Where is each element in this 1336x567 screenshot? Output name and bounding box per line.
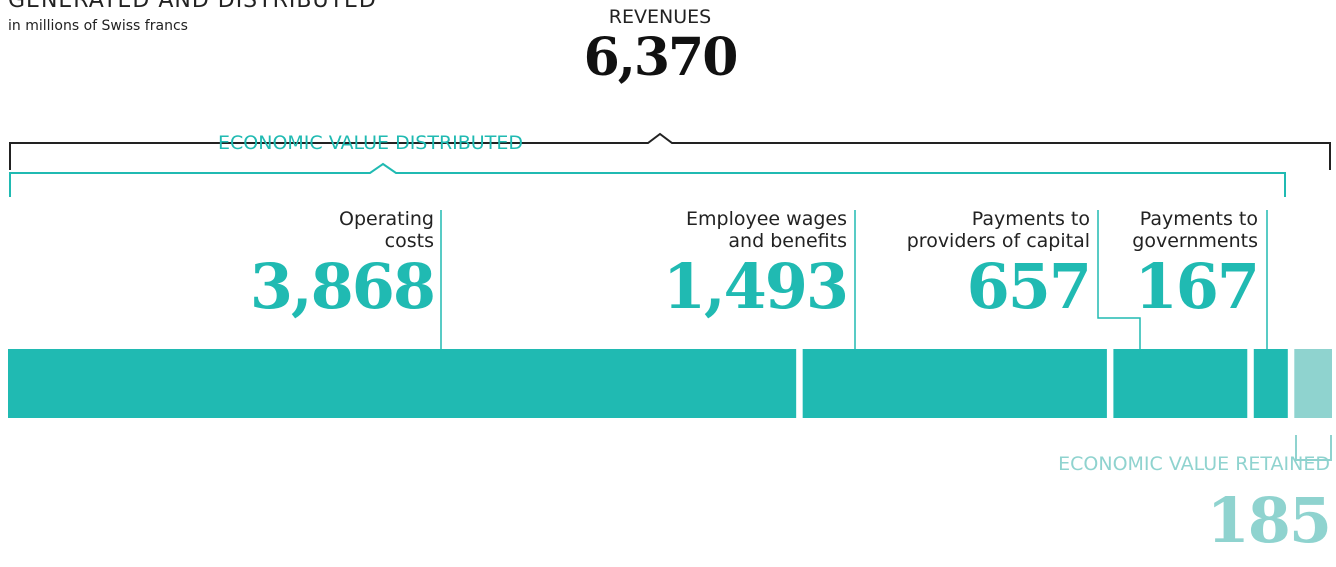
bar-segment: [1253, 349, 1288, 418]
bar-segment: [8, 349, 797, 418]
bar-segment: [1113, 349, 1248, 418]
category-label: Payments to governments: [1132, 208, 1258, 252]
distributed-bracket: [9, 162, 1286, 197]
group-label: ECONOMIC VALUE DISTRIBUTED: [218, 132, 523, 154]
bar-segment: [802, 349, 1107, 418]
total-label: REVENUES: [608, 6, 712, 28]
category-label: Payments to providers of capital: [906, 208, 1090, 252]
total-value: 6,370: [583, 27, 739, 88]
value-label: 657: [966, 250, 1092, 323]
revenues-bracket: [9, 132, 1331, 170]
bar-segment: [1294, 349, 1332, 418]
value-label: 167: [1134, 250, 1260, 323]
subtitle: in millions of Swiss francs: [8, 18, 188, 34]
category-label: Employee wages and benefits: [686, 208, 847, 252]
leader-line: [1097, 210, 1141, 349]
retained-bracket: [1295, 435, 1332, 461]
value-label: 1,493: [662, 250, 849, 323]
value-label: 3,868: [249, 250, 436, 323]
title: GENERATED AND DISTRIBUTED: [8, 0, 377, 13]
category-label: Operating costs: [339, 208, 434, 252]
category-label: ECONOMIC VALUE RETAINED: [1058, 453, 1330, 475]
value-label: 185: [1206, 484, 1332, 557]
